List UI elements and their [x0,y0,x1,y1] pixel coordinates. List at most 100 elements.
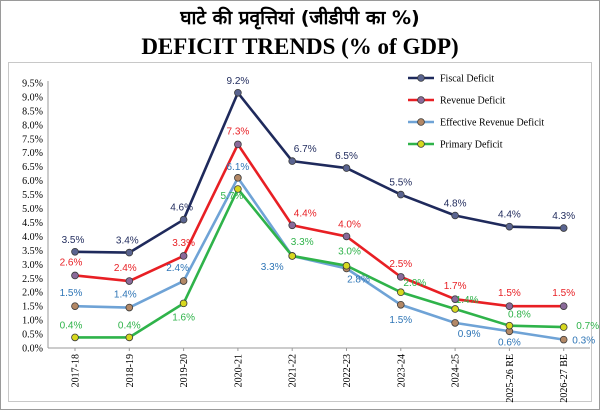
data-label: 4.0% [338,219,361,230]
chart-title-hindi: घाटे की प्रवृत्तियां (जीडीपी का %) [180,7,420,29]
y-tick-label: 5.0% [22,204,43,215]
y-tick-label: 4.5% [22,218,43,229]
plot-area [8,62,592,402]
series-point [234,185,242,193]
data-label: 0.6% [498,337,521,348]
y-tick-label: 6.0% [22,176,43,187]
series-point [288,157,297,165]
y-tick-label: 2.5% [22,274,43,285]
data-label: 0.9% [458,329,481,340]
data-label: 2.6% [60,257,83,268]
series-point [451,305,459,313]
data-label: 4.3% [552,211,575,222]
x-tick-label: 2018-19 [125,354,136,387]
data-label: 3.0% [338,247,361,258]
data-label: 0.8% [508,310,531,321]
y-tick-label: 1.5% [22,302,43,313]
series-point [451,211,459,220]
series-point [234,88,242,97]
y-tick-label: 7.5% [22,134,43,145]
data-label: 1.5% [498,288,521,299]
series-point [179,215,188,224]
data-label: 1.6% [172,312,195,323]
series-line [74,176,564,341]
series-point [342,164,351,172]
series-point [71,247,79,256]
data-label: 1.5% [389,315,412,326]
series-point [234,140,242,149]
x-tick-label: 2023-24 [396,354,407,387]
data-label: 5.7% [221,191,244,202]
data-label: 2.4% [166,263,189,274]
y-tick-label: 2.0% [22,288,43,299]
data-label: 0.4% [60,320,83,331]
series-point [451,295,459,303]
legend-label: Revenue Deficit [440,96,505,107]
series-point [505,302,514,310]
data-label: 3.4% [116,236,139,247]
series-point [342,232,351,241]
series-point [559,302,568,310]
y-tick-label: 8.5% [22,106,43,117]
data-label: 3.3% [172,238,195,249]
data-label: 2.5% [389,259,412,270]
data-label: 2.4% [114,263,137,274]
y-tick-label: 6.5% [22,162,43,173]
data-label: 0.4% [118,320,141,331]
series-point [179,299,188,308]
y-tick-label: 5.5% [22,190,43,201]
legend-label: Fiscal Deficit [440,74,494,85]
y-tick-label: 0.5% [22,330,43,341]
legend-marker [417,140,425,148]
data-label: 4.8% [444,199,467,210]
series-point [451,319,459,327]
series-point [179,252,188,260]
series-point [125,303,134,312]
series-point [559,224,568,232]
series-point [125,277,134,285]
y-tick-label: 3.0% [22,260,43,271]
series-point [234,174,242,182]
legend-marker [417,96,425,104]
x-tick-label: 2021-22 [288,354,299,387]
data-label: 6.1% [227,162,250,173]
x-tick-label: 2020-21 [233,354,244,387]
y-tick-label: 8.0% [22,120,43,131]
series-point [288,221,297,230]
series-line [74,91,564,254]
chart-title: DEFICIT TRENDS (% of GDP) [141,34,459,59]
series-point [559,323,568,331]
data-label: 1.4% [456,295,479,306]
data-label: 2.8% [347,275,370,286]
series-point [71,271,79,280]
x-tick-label: 2019-20 [179,354,190,387]
x-tick-label: 2025-26 RE [505,354,516,403]
data-label: 3.5% [62,235,85,246]
data-label: 4.6% [170,203,193,214]
x-tick-label: 2022-23 [342,354,353,387]
y-tick-label: 3.5% [22,246,43,257]
series-point [179,277,188,285]
x-tick-label: 2026-27 BE [559,354,570,403]
data-label: 4.4% [498,210,521,221]
series-point [125,333,134,342]
series-point [505,222,514,231]
series-point [342,261,351,270]
y-tick-label: 0.0% [22,344,43,355]
data-label: 1.5% [552,288,575,299]
series-point [125,248,134,257]
data-label: 9.2% [227,76,250,87]
data-label: 1.7% [444,281,467,292]
data-label: 2.0% [403,278,426,289]
data-label: 1.5% [60,288,83,299]
series-point [288,252,297,260]
x-tick-label: 2024-25 [451,354,462,387]
series-point [71,333,79,342]
series-point [71,302,79,310]
data-label: 7.3% [227,126,250,137]
series-line [74,143,564,308]
series-point [396,288,405,297]
y-tick-label: 7.0% [22,148,43,159]
legend-marker [417,74,425,82]
